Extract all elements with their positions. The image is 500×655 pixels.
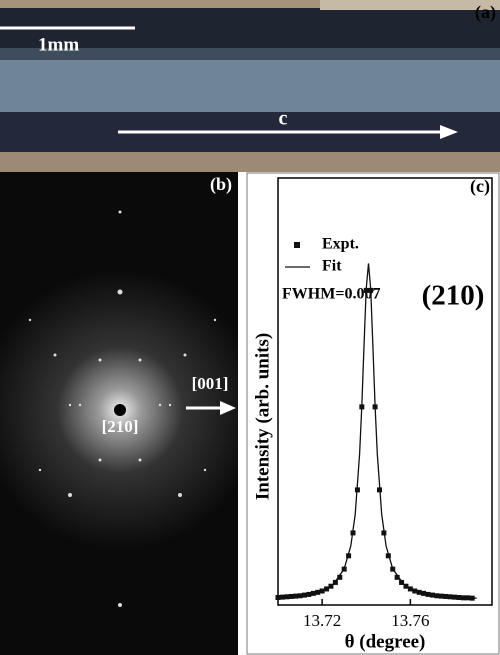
crystal-photo bbox=[0, 0, 500, 172]
data-point bbox=[394, 574, 400, 580]
scale-bar-label: 1mm bbox=[38, 34, 79, 55]
x-axis-label: θ (degree) bbox=[345, 631, 426, 652]
beam-stop bbox=[114, 404, 126, 416]
panel-frame bbox=[246, 172, 500, 655]
y-axis-label: Intensity (arb. units) bbox=[252, 333, 273, 500]
legend-label: Fit bbox=[322, 258, 342, 275]
zone-label: [210] bbox=[102, 417, 139, 436]
axis-label: c bbox=[279, 108, 288, 130]
legend-marker bbox=[294, 242, 300, 248]
arrow-head bbox=[440, 125, 458, 139]
panel-label: (a) bbox=[475, 2, 496, 23]
fit-line bbox=[277, 263, 477, 599]
laue-spots bbox=[28, 210, 217, 607]
arrow-head bbox=[220, 401, 236, 415]
x-tick-label: 13.72 bbox=[303, 611, 341, 630]
plot-frame bbox=[277, 177, 493, 606]
panel-label: (b) bbox=[210, 174, 232, 195]
data-point bbox=[399, 579, 405, 585]
annotation: FWHM=0.007 bbox=[282, 286, 380, 303]
data-point bbox=[337, 574, 343, 580]
legend-label: Expt. bbox=[322, 236, 359, 253]
panel-label: (c) bbox=[470, 176, 490, 197]
x-tick-label: 13.76 bbox=[391, 611, 429, 630]
direction-label: [001] bbox=[192, 374, 229, 393]
annotation: (210) bbox=[422, 280, 485, 312]
